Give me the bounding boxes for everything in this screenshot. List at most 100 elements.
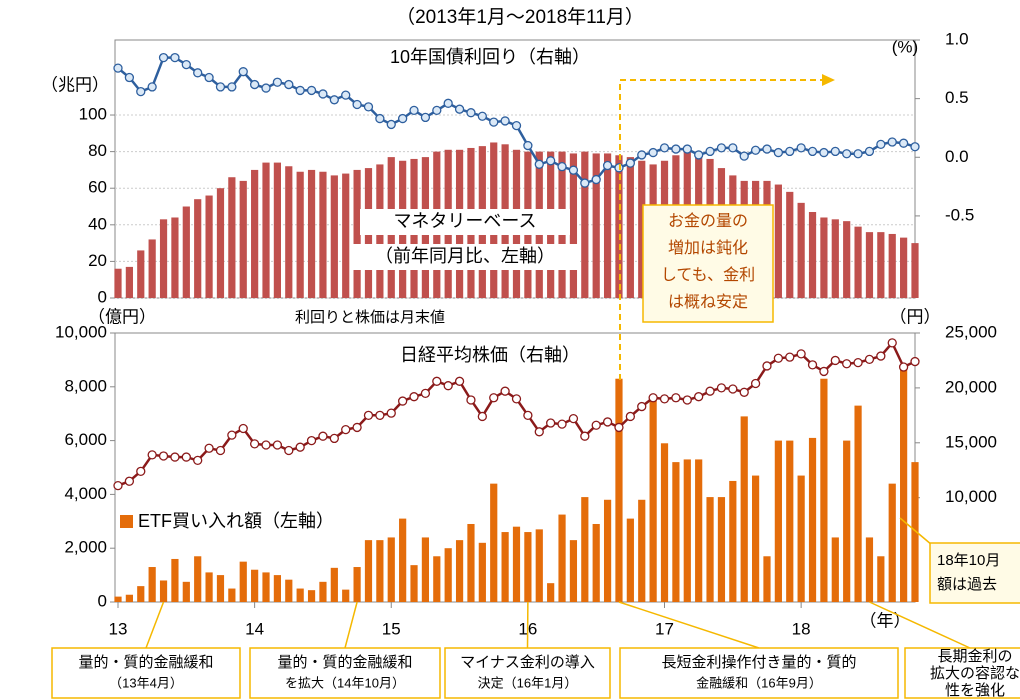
bar	[569, 153, 578, 298]
marker	[557, 419, 567, 429]
marker	[887, 137, 897, 147]
marker	[249, 79, 260, 90]
marker	[625, 158, 636, 168]
marker	[477, 111, 487, 121]
note: 利回りと株価は月末値	[295, 309, 445, 326]
bar	[364, 540, 373, 602]
bar	[638, 499, 646, 602]
marker	[170, 52, 180, 63]
bar	[125, 594, 133, 602]
marker	[716, 383, 727, 393]
marker	[819, 366, 829, 377]
bar	[854, 226, 862, 298]
bar	[114, 596, 122, 602]
bar	[159, 580, 168, 602]
bar	[603, 499, 612, 602]
marker	[546, 156, 556, 166]
marker	[898, 138, 909, 148]
marker	[432, 105, 442, 116]
bar	[228, 177, 236, 298]
marker	[352, 422, 362, 433]
marker	[181, 59, 191, 70]
marker	[204, 443, 214, 453]
bar	[626, 518, 634, 602]
marker	[876, 139, 886, 150]
event-text: 量的・質的金融緩和	[277, 653, 412, 671]
bar	[729, 480, 737, 602]
bar	[262, 572, 270, 602]
marker	[614, 422, 624, 433]
x-tick-label: 18	[792, 619, 811, 638]
marker	[671, 144, 681, 154]
marker	[454, 376, 465, 386]
bar	[820, 217, 828, 298]
marker	[284, 79, 294, 90]
bar	[774, 440, 782, 602]
y-tick-label: 2,000	[64, 538, 107, 557]
marker	[511, 394, 522, 404]
marker	[249, 439, 260, 449]
bar	[854, 405, 862, 602]
marker	[420, 112, 431, 123]
marker	[443, 98, 453, 108]
bar	[148, 239, 156, 298]
marker	[113, 480, 123, 491]
bar	[820, 378, 828, 602]
y-tick-label: 0	[98, 287, 107, 306]
bar	[455, 540, 464, 602]
marker	[352, 99, 362, 110]
event-box	[444, 647, 611, 699]
y-axis-label: （兆円）	[41, 75, 109, 94]
marker	[591, 420, 601, 430]
bar	[512, 526, 521, 602]
marker	[591, 174, 601, 185]
marker	[580, 178, 590, 188]
callout-box	[929, 542, 1020, 604]
bar	[808, 212, 817, 298]
y2-axis-label: (%)	[892, 37, 918, 56]
bar	[228, 588, 236, 602]
bar	[535, 529, 543, 602]
marker	[728, 143, 738, 153]
marker	[807, 360, 818, 370]
marker	[864, 146, 875, 157]
marker	[648, 147, 658, 158]
marker	[602, 160, 613, 171]
marker	[295, 85, 305, 96]
label-bg	[360, 209, 570, 235]
marker	[306, 85, 317, 96]
bar	[285, 579, 293, 602]
x-axis-label: （年）	[860, 611, 911, 630]
legend-label: ETF買い入れ額（左軸）	[138, 511, 334, 531]
marker	[830, 355, 840, 366]
bar	[205, 195, 213, 298]
marker	[341, 90, 351, 100]
bar	[137, 250, 145, 298]
marker	[580, 431, 590, 441]
bar	[900, 365, 908, 602]
bar	[865, 232, 874, 298]
bar	[262, 162, 270, 298]
marker	[443, 381, 453, 391]
marker	[637, 150, 647, 160]
event-box	[904, 647, 1020, 699]
bar	[638, 160, 646, 298]
bar	[194, 199, 202, 298]
marker	[910, 142, 920, 152]
bar	[251, 569, 259, 602]
marker	[136, 466, 146, 476]
y2-tick-label: 10,000	[945, 487, 997, 506]
marker	[568, 413, 579, 424]
bar	[376, 540, 384, 602]
bar	[205, 572, 213, 602]
marker	[375, 410, 385, 420]
marker	[568, 165, 579, 175]
bar	[216, 188, 225, 298]
bar	[137, 586, 145, 602]
marker	[329, 95, 339, 105]
marker	[682, 144, 692, 154]
bar	[592, 153, 600, 298]
marker	[637, 401, 647, 412]
y-axis-label: （億円）	[88, 307, 156, 326]
